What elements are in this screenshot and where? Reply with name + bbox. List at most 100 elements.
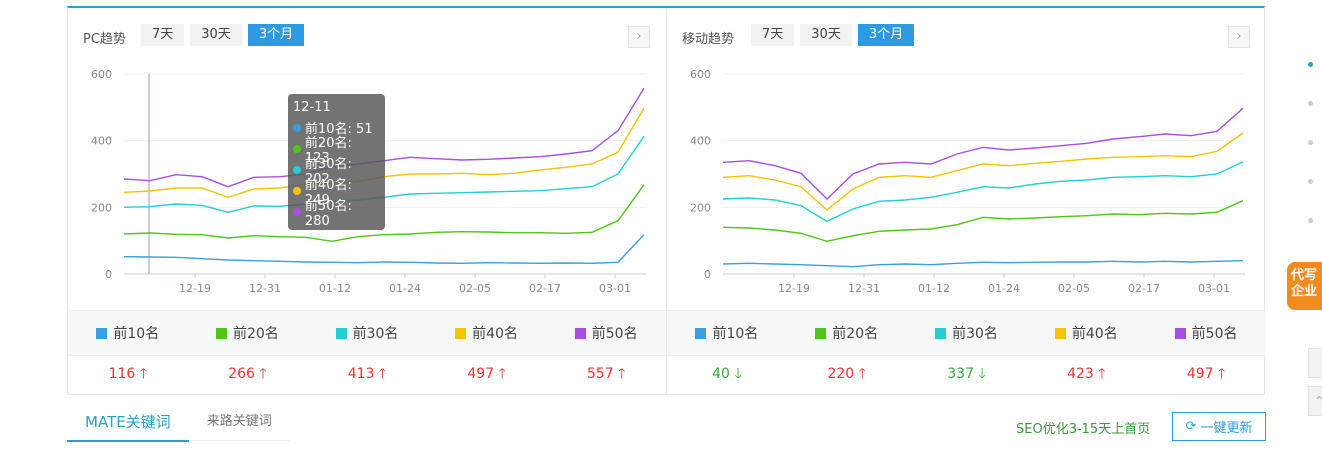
legend-swatch [815, 327, 827, 339]
tooltip-row: 前40名: 249 [293, 178, 380, 208]
y-tick-label: 0 [704, 268, 711, 281]
legend-label: 前50名 [591, 326, 638, 342]
legend-swatch [455, 327, 467, 339]
legend-item[interactable]: 前40名 [427, 323, 547, 343]
legend-swatch [1054, 327, 1066, 339]
series-line-1 [722, 260, 1244, 268]
pc-next-icon[interactable]: › [628, 26, 650, 48]
arrow-down-icon: 🡓 [734, 366, 742, 382]
x-tick-label: 02-17 [1128, 282, 1160, 295]
page-dot[interactable] [1308, 140, 1313, 145]
mobile-trend-title: 移动趋势 [682, 32, 735, 47]
legend-item[interactable]: 前10名 [68, 323, 188, 343]
ghostwriting-badge[interactable]: 代写企业 [1287, 262, 1322, 310]
mobile-range-tabs: 7天 30天 3个月 [751, 24, 915, 46]
trend-container: PC趋势 7天 30天 3个月 › 0 200 400 600 12-19 12-31 01… [67, 6, 1266, 395]
mobile-tab-30days[interactable]: 30天 [800, 24, 852, 46]
y-tick-label: 600 [91, 68, 112, 81]
legend-item[interactable]: 前10名 [667, 323, 787, 343]
mobile-next-icon[interactable]: › [1228, 26, 1250, 48]
series-dot-icon [293, 144, 301, 153]
pc-range-tabs: 7天 30天 3个月 [141, 24, 305, 46]
legend-swatch [96, 327, 108, 339]
seo-promo-link[interactable]: SEO优化3-15天上首页 [1016, 422, 1151, 437]
legend-item[interactable]: 前20名 [787, 323, 907, 343]
side-tool-button[interactable] [1308, 348, 1322, 378]
legend-swatch [335, 327, 347, 339]
series-dot-icon [293, 207, 301, 216]
y-tick-label: 200 [690, 201, 711, 214]
mobile-value-4: 423 🡑 [1026, 363, 1146, 387]
tab-source-keywords[interactable]: 来路关键词 [188, 404, 290, 441]
legend-item[interactable]: 前30名 [307, 323, 427, 343]
value-text: 423 [1067, 366, 1099, 382]
series-line-2 [722, 200, 1244, 243]
legend-label: 前40名 [1071, 326, 1118, 342]
x-tick-label: 02-05 [459, 282, 491, 295]
keyword-tabs: MATE关键词 来路关键词 [67, 404, 290, 442]
pc-trend-panel: PC趋势 7天 30天 3个月 › 0 200 400 600 12-19 12-31 01… [68, 8, 667, 394]
mobile-trend-chart[interactable]: 0 200 400 600 12-19 12-31 01-12 01-24 02-05 02-17… [667, 62, 1266, 302]
legend-item[interactable]: 前50名 [546, 323, 666, 343]
back-to-top-icon[interactable]: ⌃ [1308, 386, 1322, 416]
value-text: 116 [108, 366, 140, 382]
legend-swatch [935, 327, 947, 339]
mobile-value-1: 40 🡓 [667, 363, 787, 387]
legend-swatch [1174, 327, 1186, 339]
page-dot[interactable] [1308, 101, 1313, 106]
pc-trend-title: PC趋势 [83, 32, 126, 47]
mobile-tab-3months[interactable]: 3个月 [857, 24, 915, 46]
value-text: 557 [586, 366, 619, 382]
x-tick-label: 02-05 [1058, 282, 1090, 295]
series-line-1 [123, 234, 645, 265]
legend-item[interactable]: 前30名 [907, 323, 1027, 343]
tooltip-row-text: 前10名: 51 [305, 122, 373, 137]
mobile-tab-7days[interactable]: 7天 [751, 24, 795, 46]
y-tick-label: 0 [105, 268, 112, 281]
pc-chart-tooltip: 12-11 前10名: 51 前20名: 123 前30名: 202 前40名:… [288, 94, 385, 230]
legend-swatch [695, 327, 707, 339]
value-text: 40 [712, 366, 735, 382]
pc-tab-7days[interactable]: 7天 [141, 24, 185, 46]
tab-mate-keywords[interactable]: MATE关键词 [67, 404, 189, 442]
x-tick-label: 03-01 [599, 282, 631, 295]
value-text: 220 [827, 366, 859, 382]
x-tick-label: 01-24 [988, 282, 1020, 295]
legend-label: 前50名 [1191, 326, 1238, 342]
page-dot[interactable] [1308, 218, 1313, 223]
page-dot[interactable] [1308, 62, 1313, 67]
x-tick-label: 12-19 [179, 282, 211, 295]
x-tick-label: 01-12 [319, 282, 351, 295]
legend-item[interactable]: 前20名 [188, 323, 308, 343]
arrow-up-icon: 🡑 [139, 366, 148, 382]
series-line-3 [722, 161, 1244, 223]
arrow-up-icon: 🡑 [259, 366, 267, 382]
x-tick-label: 03-01 [1198, 282, 1230, 295]
tooltip-row: 前50名: 280 [293, 199, 380, 229]
value-text: 266 [228, 366, 260, 382]
tooltip-row-text: 前30名: 202 [304, 156, 352, 187]
pc-current-values: 116 🡑 266 🡑 413 🡑 497 🡑 557 🡑 [68, 355, 666, 395]
value-text: 497 [467, 366, 499, 382]
tooltip-row: 前20名: 123 [293, 136, 380, 166]
arrow-up-icon: 🡑 [378, 366, 387, 382]
pc-legend: 前10名 前20名 前30名 前40名 前50名 [68, 310, 666, 356]
legend-swatch [215, 327, 227, 339]
y-tick-label: 400 [91, 135, 112, 148]
pc-tab-3months[interactable]: 3个月 [247, 24, 305, 46]
pc-tab-30days[interactable]: 30天 [190, 24, 242, 46]
x-tick-label: 12-31 [249, 282, 281, 295]
series-dot-icon [293, 186, 301, 195]
x-tick-label: 02-17 [529, 282, 561, 295]
x-tick-label: 01-12 [918, 282, 950, 295]
mobile-current-values: 40 🡓 220 🡑 337 🡓 423 🡑 497 🡑 [667, 355, 1266, 395]
legend-item[interactable]: 前50名 [1146, 323, 1266, 343]
page-dot[interactable] [1308, 179, 1313, 184]
mobile-value-5: 497 🡑 [1146, 363, 1266, 387]
legend-item[interactable]: 前40名 [1026, 323, 1146, 343]
series-dot-icon [293, 165, 301, 174]
one-click-update-button[interactable]: ⟳ 一键更新 [1172, 412, 1266, 441]
arrow-up-icon: 🡑 [858, 366, 866, 382]
arrow-up-icon: 🡑 [1098, 366, 1106, 382]
arrow-up-icon: 🡑 [618, 366, 626, 382]
